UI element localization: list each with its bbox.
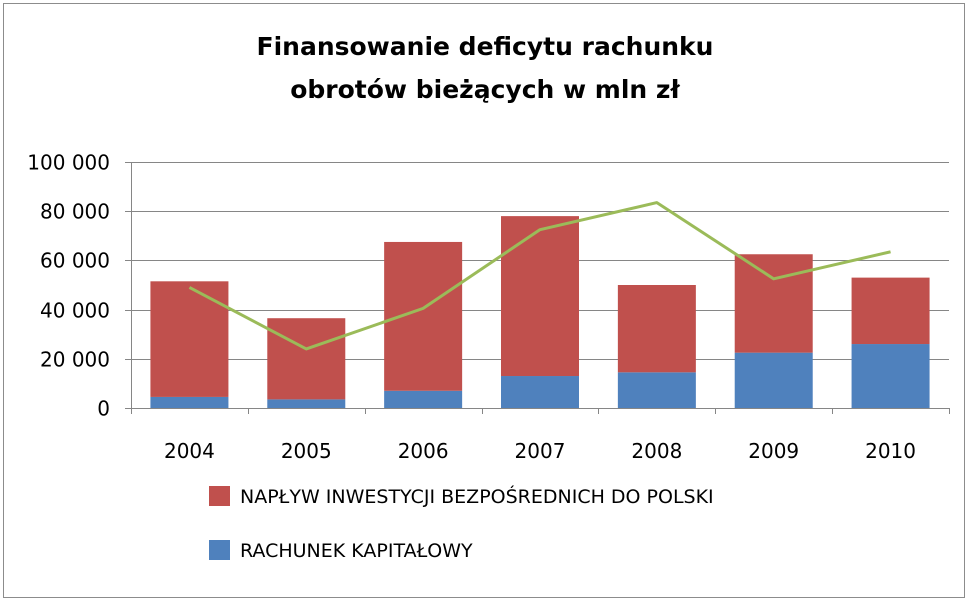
y-axis-ticks: 0 20 000 40 000 60 000 80 000 100 000 [27,151,131,421]
bar-segment [851,277,930,345]
x-tick-label: 2009 [748,439,799,463]
x-tick-label: 2004 [164,439,215,463]
chart-title-line-2: obrotów bieżących w mln zł [290,75,680,104]
x-tick-label: 2006 [398,439,449,463]
bar-segment [150,281,229,397]
legend-label: RACHUNEK KAPITAŁOWY [240,540,473,562]
bar-segment [384,390,463,408]
x-axis-ticks: 2004 2005 2006 2007 2008 2009 2010 [164,439,916,463]
x-tick-label: 2010 [865,439,916,463]
line-series [188,201,891,351]
bar-segment [617,372,696,408]
bar-segment [150,396,229,408]
legend: NAPŁYW INWESTYCJI BEZPOŚREDNICH DO POLSK… [209,484,714,562]
bar-segment [617,285,696,373]
legend-swatch [209,540,230,560]
bar-segment [501,216,579,377]
bar-segment [267,399,346,408]
bars [150,216,930,408]
y-tick-label: 0 [97,397,110,421]
x-tick-label: 2005 [281,439,332,463]
bar-segment [734,254,813,353]
axes [131,162,950,414]
x-tick-label: 2008 [631,439,682,463]
y-tick-label: 100 000 [27,151,110,175]
y-tick-label: 60 000 [40,249,110,273]
bar-segment [501,376,579,408]
line-series-path [188,201,891,351]
x-tick-label: 2007 [515,439,566,463]
y-tick-label: 40 000 [40,299,110,323]
bar-segment [851,344,930,408]
bar-segment [267,318,346,400]
legend-label: NAPŁYW INWESTYCJI BEZPOŚREDNICH DO POLSK… [240,484,714,508]
bar-segment [734,352,813,408]
legend-swatch [209,486,230,506]
y-tick-label: 20 000 [40,348,110,372]
y-tick-label: 80 000 [40,200,110,224]
chart-title-line-1: Finansowanie deficytu rachunku [256,32,714,61]
